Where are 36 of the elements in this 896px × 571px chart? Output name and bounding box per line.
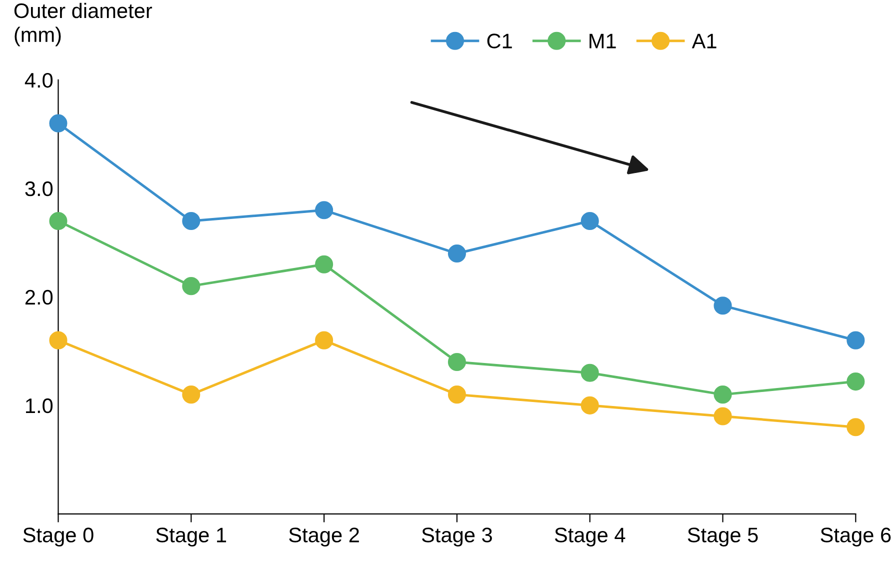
point [315, 255, 334, 274]
legend-label: A1 [692, 34, 716, 48]
x-tick-label: Stage 3 [422, 528, 492, 547]
x-tick-label: Stage 1 [156, 528, 226, 547]
point [315, 201, 334, 220]
y-axis-title: Outer diameter (mm) [14, 2, 152, 46]
point [315, 331, 334, 350]
y-tick-label: 1.0 [26, 398, 53, 414]
point [714, 386, 732, 404]
point [846, 418, 865, 436]
point [49, 212, 68, 230]
point [846, 331, 865, 350]
point [448, 244, 466, 263]
point [448, 352, 466, 372]
x-tick-label: Stage 2 [289, 528, 359, 547]
x-tick-label: Stage 5 [688, 528, 758, 547]
y-tick-label: 3.0 [25, 181, 53, 196]
x-tick-label: Stage 0 [23, 528, 94, 547]
point [714, 296, 732, 315]
point [448, 386, 466, 404]
point [182, 277, 200, 296]
legend-label: C1 [487, 34, 512, 48]
point [49, 331, 68, 350]
legend-label: M1 [590, 34, 616, 48]
y-tick-label: 4.0 [24, 72, 53, 88]
point [846, 372, 865, 391]
x-tick-label: Stage 6 [820, 528, 891, 547]
point [49, 114, 68, 132]
x-tick-label: Stage 4 [554, 528, 626, 547]
point [182, 212, 200, 230]
y-tick-label: 2.0 [25, 290, 53, 305]
point [580, 364, 599, 382]
point [182, 386, 200, 404]
point [580, 396, 599, 414]
point [580, 212, 599, 230]
point [714, 407, 732, 426]
